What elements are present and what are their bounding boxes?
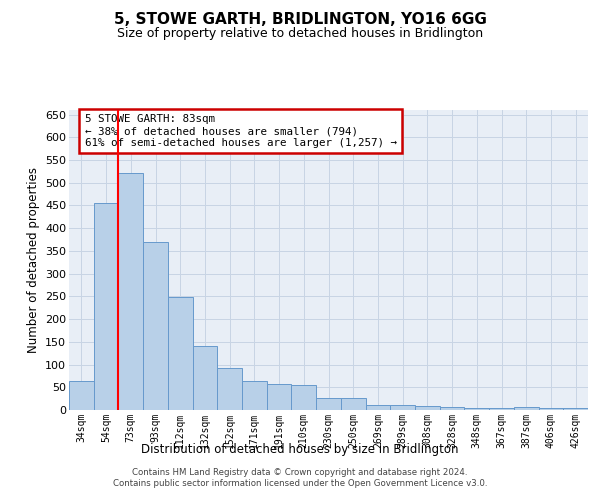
Bar <box>440 408 464 410</box>
Bar <box>563 408 588 410</box>
Bar <box>193 346 217 410</box>
Text: Size of property relative to detached houses in Bridlington: Size of property relative to detached ho… <box>117 28 483 40</box>
Bar <box>316 398 341 410</box>
Text: 5, STOWE GARTH, BRIDLINGTON, YO16 6GG: 5, STOWE GARTH, BRIDLINGTON, YO16 6GG <box>113 12 487 28</box>
Bar <box>217 368 242 410</box>
Bar <box>464 408 489 410</box>
Bar <box>69 382 94 410</box>
Bar <box>242 382 267 410</box>
Bar <box>118 173 143 410</box>
Bar <box>143 242 168 410</box>
Bar <box>514 407 539 410</box>
Bar <box>267 384 292 410</box>
Bar <box>292 385 316 410</box>
Text: Distribution of detached houses by size in Bridlington: Distribution of detached houses by size … <box>141 442 459 456</box>
Bar <box>168 298 193 410</box>
Bar <box>539 408 563 410</box>
Bar <box>94 203 118 410</box>
Bar <box>341 398 365 410</box>
Bar <box>390 404 415 410</box>
Bar <box>365 405 390 410</box>
Bar <box>489 408 514 410</box>
Y-axis label: Number of detached properties: Number of detached properties <box>26 167 40 353</box>
Text: Contains HM Land Registry data © Crown copyright and database right 2024.
Contai: Contains HM Land Registry data © Crown c… <box>113 468 487 487</box>
Text: 5 STOWE GARTH: 83sqm
← 38% of detached houses are smaller (794)
61% of semi-deta: 5 STOWE GARTH: 83sqm ← 38% of detached h… <box>85 114 397 148</box>
Bar <box>415 406 440 410</box>
